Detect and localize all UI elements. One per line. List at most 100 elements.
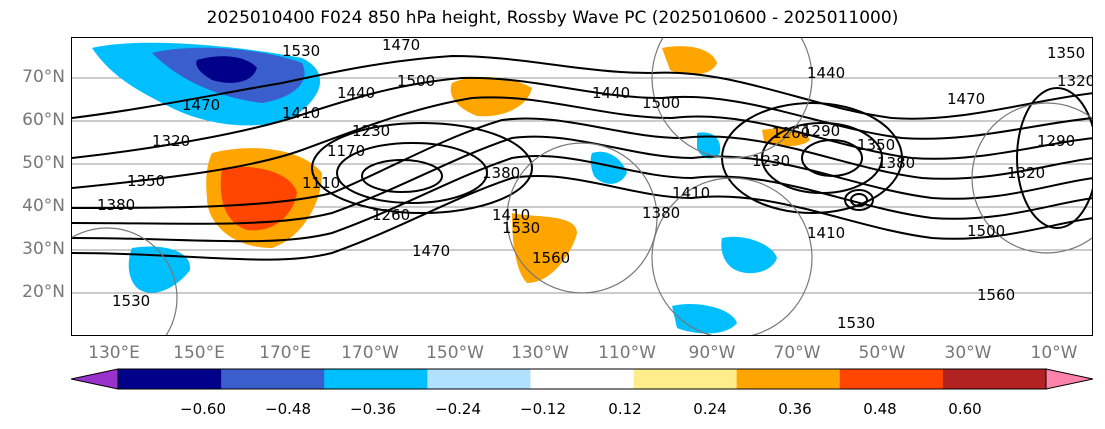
- contour-label: 1410: [492, 206, 530, 224]
- contour-label: 1470: [947, 90, 985, 108]
- colorbar-tick-label: 0.36: [778, 400, 812, 418]
- contour-low-hudson-inner: [761, 122, 883, 194]
- lon-label-150e: 150°E: [173, 343, 225, 363]
- contour-label: 1530: [502, 219, 540, 237]
- map-title: 2025010400 F024 850 hPa height, Rossby W…: [206, 8, 899, 28]
- colorbar-swatch: [530, 369, 635, 389]
- colorbar-tick-label: 0.48: [863, 400, 897, 418]
- contour-low-atlantic: [844, 189, 874, 211]
- contour-low-pacific-inner: [336, 142, 488, 204]
- contour-label: 1500: [967, 222, 1005, 240]
- colorbar: [71, 368, 1093, 390]
- contour-label: 1440: [337, 84, 375, 102]
- neg-region-caribbean: [672, 303, 737, 334]
- colorbar-swatch: [324, 369, 428, 389]
- pos-region-pacific-core: [220, 166, 297, 231]
- contour-line: [72, 96, 1092, 189]
- contour-label: 1440: [807, 64, 845, 82]
- lon-label-90w: 90°W: [688, 343, 736, 363]
- contour-label: 1260: [372, 206, 410, 224]
- contour-low-atlantic-inner: [850, 193, 868, 207]
- contour-label: 1380: [642, 204, 680, 222]
- contour-label: 1110: [302, 174, 340, 192]
- contour-label: 1470: [182, 96, 220, 114]
- lon-label-50w: 50°W: [858, 343, 906, 363]
- colorbar-frame: [117, 368, 1047, 390]
- colorbar-tick-label: 0.12: [608, 400, 642, 418]
- pos-region-greenland: [662, 46, 717, 75]
- contour-label: 1500: [642, 94, 680, 112]
- wave-circle: [971, 102, 1092, 254]
- contour-label: 1290: [1037, 132, 1075, 150]
- contour-labels: 1530 1470 1470 1500 1440 1410 1320 1350 …: [97, 38, 1093, 332]
- contour-label: 1380: [482, 164, 520, 182]
- contour-label: 1440: [592, 84, 630, 102]
- colorbar-swatch: [736, 369, 841, 389]
- contour-label: 1230: [752, 152, 790, 170]
- contour-label: 1560: [977, 286, 1015, 304]
- contour-label: 1290: [802, 122, 840, 140]
- contour-line: [72, 174, 1092, 261]
- pos-region-north-pacific-small: [512, 213, 577, 283]
- contour-low-hudson-core: [801, 139, 863, 177]
- contour-label: 1530: [112, 292, 150, 310]
- contour-label: 1170: [327, 142, 365, 160]
- colorbar-tick-label: −0.48: [265, 400, 311, 418]
- lon-label-170w: 170°W: [341, 343, 399, 363]
- contour-label: 1530: [837, 314, 875, 332]
- contour-label: 1470: [382, 38, 420, 54]
- rossby-wave-circles: [72, 38, 1092, 335]
- lon-label-110w: 110°W: [598, 343, 656, 363]
- colorbar-swatch: [839, 369, 944, 389]
- contour-label: 1500: [397, 72, 435, 90]
- contour-label: 1410: [672, 184, 710, 202]
- contour-label: 1380: [97, 196, 135, 214]
- colorbar-extend-max: [1045, 368, 1093, 390]
- contour-label: 1350: [1047, 44, 1085, 62]
- lon-label-170e: 170°E: [259, 343, 311, 363]
- colorbar-tick-label: −0.36: [350, 400, 396, 418]
- lat-label-60n: 60°N: [22, 110, 65, 130]
- contour-line: [72, 154, 1092, 243]
- colorbar-swatch: [633, 369, 738, 389]
- contour-label: 1320: [1007, 164, 1045, 182]
- contour-label: 1350: [127, 172, 165, 190]
- lat-label-40n: 40°N: [22, 196, 65, 216]
- contour-low-hudson: [721, 102, 903, 214]
- lon-label-70w: 70°W: [773, 343, 821, 363]
- contour-low-pacific: [311, 122, 533, 214]
- wave-circle: [651, 38, 813, 159]
- lon-label-10w: 10°W: [1030, 343, 1078, 363]
- lat-label-70n: 70°N: [22, 67, 65, 87]
- contour-label: 1530: [282, 42, 320, 60]
- neg-region-gulf-mexico: [721, 236, 777, 274]
- contour-label: 1260: [772, 124, 810, 142]
- wave-circle: [72, 227, 178, 335]
- contour-low-pacific-core: [361, 159, 443, 193]
- contour-label: 1410: [807, 224, 845, 242]
- lat-label-20n: 20°N: [22, 282, 65, 302]
- lon-label-130e: 130°E: [88, 343, 140, 363]
- contour-low-east-atlantic: [1016, 87, 1092, 229]
- contour-label: 1320: [1057, 72, 1093, 90]
- wave-circle: [651, 177, 813, 335]
- map-canvas: 1530 1470 1470 1500 1440 1410 1320 1350 …: [72, 38, 1093, 335]
- contour-label: 1470: [412, 242, 450, 260]
- lat-label-30n: 30°N: [22, 239, 65, 259]
- neg-region-western-us: [590, 151, 627, 184]
- colorbar-swatch: [942, 369, 1047, 389]
- lat-label-50n: 50°N: [22, 153, 65, 173]
- colorbar-swatch: [221, 369, 325, 389]
- contour-line: [72, 76, 1092, 159]
- lon-label-30w: 30°W: [944, 343, 992, 363]
- contour-label: 1320: [152, 132, 190, 150]
- wave-circle: [506, 142, 658, 294]
- neg-region-subtropical-pacific: [128, 246, 191, 293]
- colorbar-tick-label: −0.60: [180, 400, 226, 418]
- contour-line: [72, 54, 1092, 120]
- lon-label-130w: 130°W: [511, 343, 569, 363]
- colorbar-tick-label: −0.12: [520, 400, 566, 418]
- height-contours: [72, 54, 1092, 261]
- lon-label-150w: 150°W: [426, 343, 484, 363]
- colorbar-swatch: [427, 369, 531, 389]
